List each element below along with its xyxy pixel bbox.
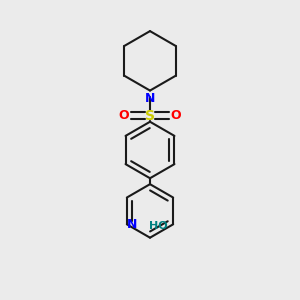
Text: N: N	[127, 218, 137, 231]
Text: O: O	[119, 109, 130, 122]
Text: N: N	[145, 92, 155, 105]
Text: O: O	[170, 109, 181, 122]
Text: HO: HO	[148, 221, 167, 231]
Text: S: S	[145, 109, 155, 123]
